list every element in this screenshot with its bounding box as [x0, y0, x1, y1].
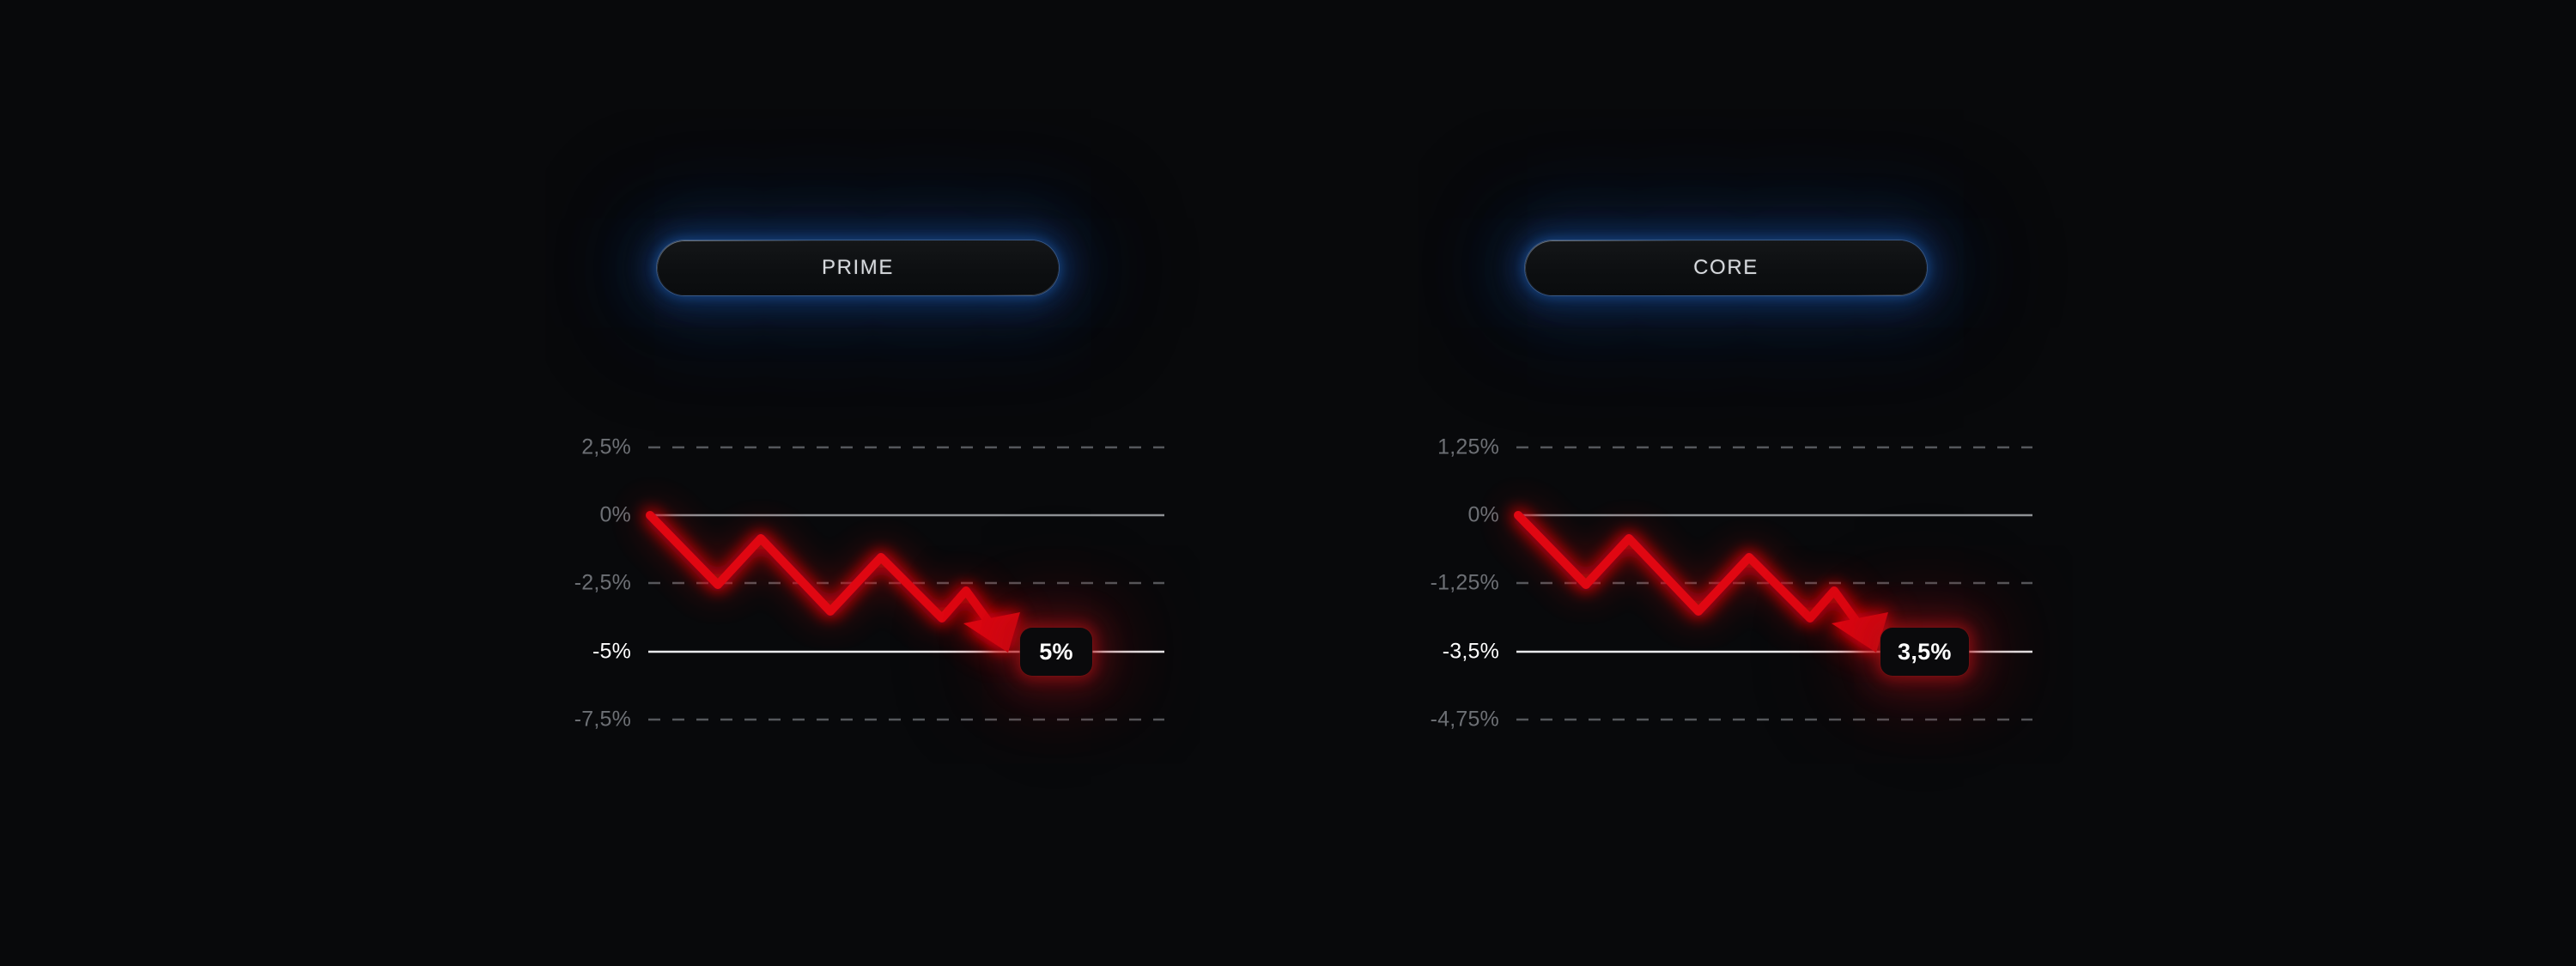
trend-glow: [645, 510, 1007, 645]
tab-core-label: CORE: [1693, 256, 1759, 279]
value-badge-core: 3,5%: [1880, 628, 1969, 676]
axis-label-core-2: -1,25%: [1430, 570, 1499, 595]
axis-label-core-0: 1,25%: [1437, 434, 1499, 459]
chart-prime-svg: [645, 446, 1164, 721]
arrow-head-icon: [1832, 612, 1888, 653]
arrow-head-icon: [963, 612, 1020, 653]
tab-prime-label: PRIME: [821, 256, 894, 279]
axis-label-prime-0: 2,5%: [581, 434, 631, 459]
trend-glow: [1513, 510, 1875, 645]
axis-label-core-4: -4,75%: [1430, 707, 1499, 732]
tab-core[interactable]: CORE: [1525, 240, 1927, 295]
tab-prime[interactable]: PRIME: [657, 240, 1059, 295]
axis-label-core-1: 0%: [1467, 502, 1499, 527]
chart-core: [1513, 395, 2049, 790]
axis-label-core-3: -3,5%: [1442, 639, 1499, 664]
trend-stroke: [646, 511, 1005, 642]
trend-line-prime: [645, 510, 1020, 653]
axis-label-prime-2: -2,5%: [574, 570, 631, 595]
axis-label-prime-3: -5%: [592, 639, 631, 664]
axis-label-prime-1: 0%: [599, 502, 631, 527]
axis-label-prime-4: -7,5%: [574, 707, 631, 732]
trend-line-core: [1513, 510, 1888, 653]
chart-prime: [645, 395, 1181, 790]
trend-stroke: [1514, 511, 1873, 642]
value-badge-prime: 5%: [1020, 628, 1092, 676]
chart-core-svg: [1513, 446, 2032, 721]
